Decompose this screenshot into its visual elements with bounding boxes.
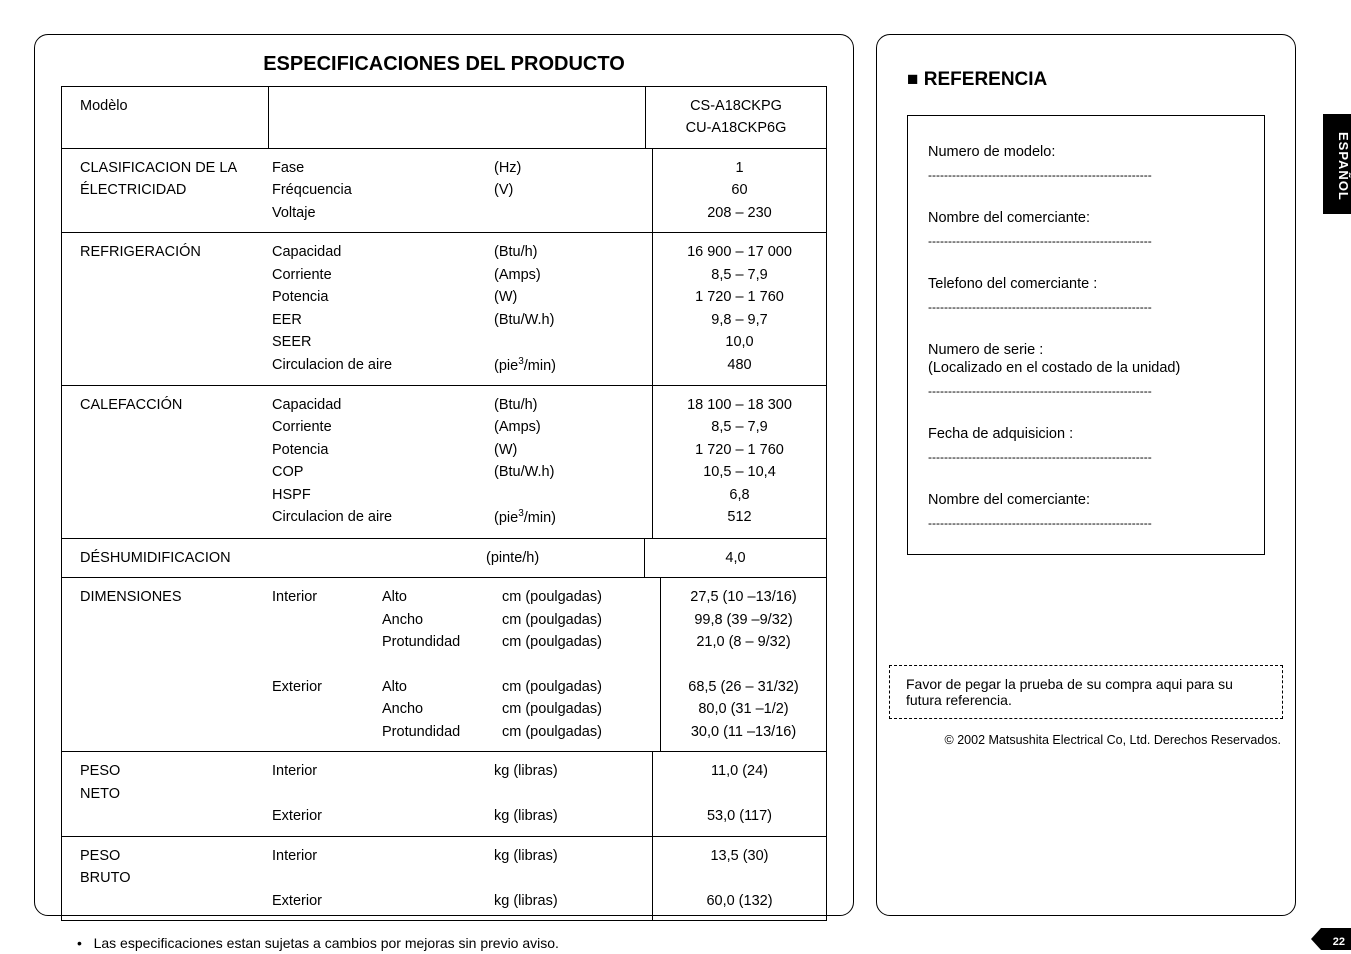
label-dehum: DÉSHUMIDIFICACION [62,539,482,577]
label-model: Modèlo [62,87,269,148]
label-grossw: PESO BRUTO [62,837,268,920]
spec-title: ESPECIFICACIONES DEL PRODUCTO [35,53,853,76]
field-dealer-phone: Telefono del comerciante : [928,276,1244,292]
dots: ----------------------------------------… [928,234,1244,248]
dims-loc: Interior Exterior [268,578,378,751]
netw-val: 11,0 (24) 53,0 (117) [653,752,826,835]
values-cooling: 16 900 – 17 000 8,5 – 7,9 1 720 – 1 760 … [653,233,826,385]
label-cooling: REFRIGERACIÓN [62,233,268,385]
params-electricity: Fase Fréqcuencia Voltaje [268,149,490,232]
label-dims: DIMENSIONES [62,578,268,751]
field-serial-note: (Localizado en el costado de la unidad) [928,360,1244,376]
label-netw: PESO NETO [62,752,268,835]
dots: ----------------------------------------… [928,300,1244,314]
value-model: CS-A18CKPG CU-A18CKP6G [646,87,826,148]
ref-title: ■ REFERENCIA [907,69,1295,91]
netw-loc: Interior Exterior [268,752,490,835]
label-electricity: CLASIFICACION DE LA ÉLECTRICIDAD [62,149,268,232]
row-dims: DIMENSIONES Interior Exterior Alto Ancho… [62,577,826,751]
copyright: © 2002 Matsushita Electrical Co, Ltd. De… [877,733,1281,747]
page-number: 22 [1333,936,1345,948]
field-serial: Numero de serie : [928,342,1244,358]
row-cooling: REFRIGERACIÓN Capacidad Corriente Potenc… [62,232,826,385]
values-electricity: 1 60 208 – 230 [653,149,826,232]
grossw-loc: Interior Exterior [268,837,490,920]
units-heating: (Btu/h) (Amps) (W) (Btu/W.h) (pie3/min) [490,386,653,538]
dims-unit: cm (poulgadas) cm (poulgadas) cm (poulga… [498,578,661,751]
blank [269,87,646,148]
row-model: Modèlo CS-A18CKPG CU-A18CKP6G [62,87,826,148]
grossw-val: 13,5 (30) 60,0 (132) [653,837,826,920]
right-panel: ■ REFERENCIA Numero de modelo: ---------… [876,34,1296,916]
params-heating: Capacidad Corriente Potencia COP HSPF Ci… [268,386,490,538]
netw-unit: kg (libras) kg (libras) [490,752,653,835]
row-dehum: DÉSHUMIDIFICACION (pinte/h) 4,0 [62,538,826,577]
grossw-unit: kg (libras) kg (libras) [490,837,653,920]
row-electricity: CLASIFICACION DE LA ÉLECTRICIDAD Fase Fr… [62,148,826,232]
row-netweight: PESO NETO Interior Exterior kg (libras) … [62,751,826,835]
dots: ----------------------------------------… [928,168,1244,182]
units-electricity: (Hz) (V) [490,149,653,232]
left-panel: ESPECIFICACIONES DEL PRODUCTO Modèlo CS-… [34,34,854,916]
label-heating: CALEFACCIÓN [62,386,268,538]
values-heating: 18 100 – 18 300 8,5 – 7,9 1 720 – 1 760 … [653,386,826,538]
units-cooling: (Btu/h) (Amps) (W) (Btu/W.h) (pie3/min) [490,233,653,385]
field-dealer-name2: Nombre del comerciante: [928,492,1244,508]
dots: ----------------------------------------… [928,450,1244,464]
dims-val: 27,5 (10 –13/16) 99,8 (39 –9/32) 21,0 (8… [661,578,826,751]
field-date: Fecha de adquisicion : [928,426,1244,442]
language-tab: ESPAÑOL [1323,114,1351,214]
proof-box: Favor de pegar la prueba de su compra aq… [889,665,1283,719]
spec-note: • Las especificaciones estan sujetas a c… [77,935,853,951]
value-dehum: 4,0 [645,539,826,577]
dots: ----------------------------------------… [928,516,1244,530]
spec-table: Modèlo CS-A18CKPG CU-A18CKP6G CLASIFICAC… [61,86,827,921]
dims-dim: Alto Ancho Protundidad Alto Ancho Protun… [378,578,498,751]
dots: ----------------------------------------… [928,384,1244,398]
field-model: Numero de modelo: [928,144,1244,160]
ref-box: Numero de modelo: ----------------------… [907,115,1265,555]
params-cooling: Capacidad Corriente Potencia EER SEER Ci… [268,233,490,385]
page-badge [1311,928,1351,950]
unit-dehum: (pinte/h) [482,539,645,577]
row-grossweight: PESO BRUTO Interior Exterior kg (libras)… [62,836,826,920]
field-dealer-name: Nombre del comerciante: [928,210,1244,226]
row-heating: CALEFACCIÓN Capacidad Corriente Potencia… [62,385,826,538]
